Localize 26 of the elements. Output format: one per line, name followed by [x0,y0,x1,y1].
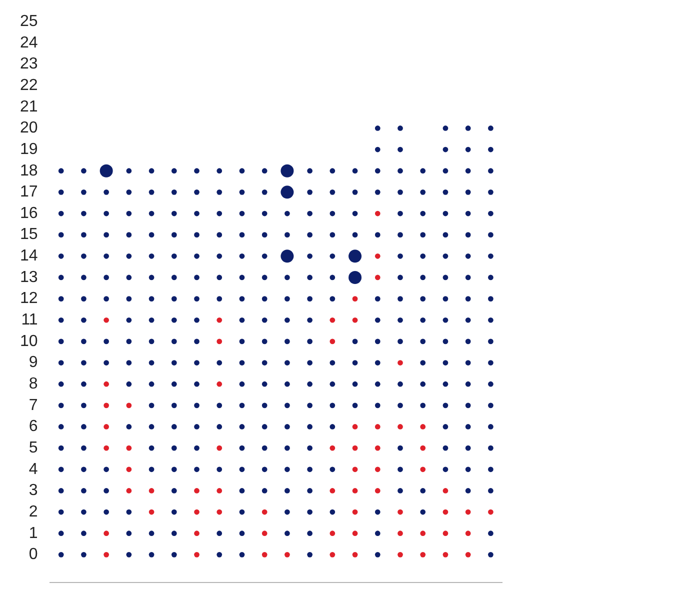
y-tick-label: 25 [20,13,38,30]
y-tick-label: 24 [20,34,38,52]
y-tick-label: 3 [28,482,38,500]
y-tick-label: 0 [28,546,38,564]
y-tick-label: 2 [28,503,38,520]
y-tick-label: 22 [20,76,38,94]
y-tick-label: 15 [20,226,38,244]
y-tick-label: 12 [20,290,38,308]
y-tick-label: 13 [20,268,38,286]
y-tick-label: 4 [28,460,38,478]
y-tick-label: 6 [28,418,38,436]
y-tick-label: 5 [28,439,38,456]
y-tick-label: 19 [20,140,38,158]
y-tick-label: 9 [28,354,38,372]
y-tick-label: 20 [20,120,38,137]
y-tick-label: 7 [28,396,38,414]
y-tick-label: 18 [20,162,38,180]
y-tick-label: 14 [20,248,38,265]
y-tick-label: 23 [20,56,38,73]
y-tick-label: 17 [20,184,38,201]
y-tick-label: 11 [21,312,38,329]
y-tick-label: 16 [20,204,38,222]
y-tick-label: 21 [20,98,38,116]
y-tick-label: 8 [28,376,38,392]
y-tick-label: 1 [28,524,38,542]
y-tick-label: 10 [20,332,38,350]
